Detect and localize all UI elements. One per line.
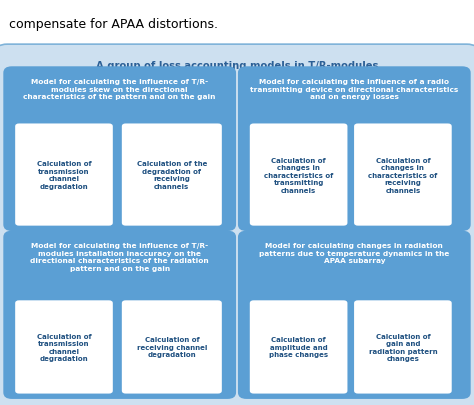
FancyBboxPatch shape — [238, 231, 471, 399]
FancyBboxPatch shape — [0, 45, 474, 405]
FancyBboxPatch shape — [250, 124, 347, 226]
Text: Calculation of the
degradation of
receiving
channels: Calculation of the degradation of receiv… — [137, 161, 207, 189]
Text: A group of loss accounting models in T/R-modules: A group of loss accounting models in T/R… — [96, 61, 378, 71]
Text: compensate for APAA distortions.: compensate for APAA distortions. — [9, 18, 219, 31]
FancyBboxPatch shape — [3, 231, 236, 399]
Text: Calculation of
amplitude and
phase changes: Calculation of amplitude and phase chang… — [269, 337, 328, 358]
Text: Model for calculating the influence of a radio
transmitting device on directiona: Model for calculating the influence of a… — [250, 79, 458, 100]
FancyBboxPatch shape — [238, 67, 471, 231]
Text: Calculation of
gain and
radiation pattern
changes: Calculation of gain and radiation patter… — [369, 333, 437, 361]
Text: Calculation of
transmission
channel
degradation: Calculation of transmission channel degr… — [36, 161, 91, 189]
FancyBboxPatch shape — [122, 124, 222, 226]
Text: Model for calculating the influence of T/R-
modules installation inaccuracy on t: Model for calculating the influence of T… — [30, 243, 209, 271]
Text: Model for calculating changes in radiation
patterns due to temperature dynamics : Model for calculating changes in radiati… — [259, 243, 449, 264]
FancyBboxPatch shape — [354, 124, 452, 226]
Text: Calculation of
transmission
channel
degradation: Calculation of transmission channel degr… — [36, 333, 91, 361]
FancyBboxPatch shape — [122, 301, 222, 394]
Text: Model for calculating the influence of T/R-
modules skew on the directional
char: Model for calculating the influence of T… — [24, 79, 216, 100]
Text: Calculation of
changes in
characteristics of
transmitting
channels: Calculation of changes in characteristic… — [264, 157, 333, 193]
FancyBboxPatch shape — [3, 67, 236, 231]
FancyBboxPatch shape — [250, 301, 347, 394]
FancyBboxPatch shape — [15, 124, 113, 226]
FancyBboxPatch shape — [15, 301, 113, 394]
FancyBboxPatch shape — [354, 301, 452, 394]
Text: Calculation of
receiving channel
degradation: Calculation of receiving channel degrada… — [137, 337, 207, 358]
Text: Calculation of
changes in
characteristics of
receiving
channels: Calculation of changes in characteristic… — [368, 157, 438, 193]
